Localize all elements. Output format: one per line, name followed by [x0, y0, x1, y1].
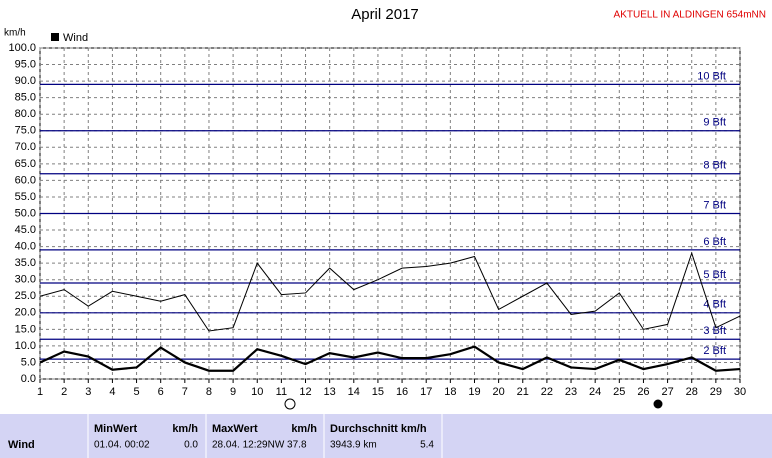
table-cell: 01.04. 00:02: [94, 440, 150, 451]
bft-label: 5 Bft: [703, 269, 726, 281]
x-tick-label: 28: [686, 386, 698, 398]
y-tick-label: 10.0: [15, 340, 36, 352]
bft-label: 3 Bft: [703, 325, 726, 337]
y-tick-label: 60.0: [15, 174, 36, 186]
x-tick-label: 7: [182, 386, 188, 398]
x-tick-label: 13: [324, 386, 336, 398]
x-tick-label: 25: [613, 386, 625, 398]
x-tick-label: 2: [61, 386, 67, 398]
table-header: Durchschnitt km/h: [330, 423, 427, 435]
table-cell: 3943.9 km: [330, 440, 377, 451]
table-bg: [0, 414, 772, 458]
moon-icon: [653, 399, 663, 409]
x-tick-label: 18: [444, 386, 456, 398]
legend-swatch: [51, 33, 59, 41]
bft-label: 2 Bft: [703, 345, 726, 357]
x-tick-label: 11: [276, 386, 287, 398]
y-tick-label: 65.0: [15, 158, 36, 170]
x-tick-label: 10: [251, 386, 263, 398]
bft-label: 7 Bft: [703, 199, 726, 211]
bft-label: 6 Bft: [703, 236, 726, 248]
bft-label: 8 Bft: [703, 160, 726, 172]
y-tick-label: 40.0: [15, 241, 36, 253]
x-tick-label: 12: [299, 386, 311, 398]
table-header: km/h: [172, 423, 198, 435]
y-tick-label: 75.0: [15, 125, 36, 137]
y-tick-label: 55.0: [15, 191, 36, 203]
y-tick-label: 20.0: [15, 307, 36, 319]
x-tick-label: 20: [492, 386, 504, 398]
table-cell: 5.4: [420, 440, 434, 451]
x-tick-label: 24: [589, 386, 601, 398]
x-tick-label: 8: [206, 386, 212, 398]
x-tick-label: 23: [565, 386, 577, 398]
stats-table: [0, 414, 772, 458]
x-tick-label: 21: [517, 386, 529, 398]
x-tick-label: 30: [734, 386, 746, 398]
x-tick-label: 26: [637, 386, 649, 398]
x-tick-label: 22: [541, 386, 553, 398]
chart-title: April 2017: [351, 6, 419, 23]
x-tick-label: 15: [372, 386, 384, 398]
y-tick-label: 70.0: [15, 141, 36, 153]
x-tick-label: 6: [158, 386, 164, 398]
x-tick-label: 5: [133, 386, 139, 398]
y-tick-label: 85.0: [15, 92, 36, 104]
bft-label: 10 Bft: [697, 70, 726, 82]
moon-icon: [284, 398, 296, 410]
y-tick-label: 95.0: [15, 58, 36, 70]
x-tick-label: 19: [468, 386, 480, 398]
legend-label: Wind: [63, 32, 88, 44]
y-tick-label: 80.0: [15, 108, 36, 120]
y-tick-label: 35.0: [15, 257, 36, 269]
y-tick-label: 45.0: [15, 224, 36, 236]
x-tick-label: 14: [348, 386, 360, 398]
y-tick-label: 50.0: [15, 207, 36, 219]
table-cell: Wind: [8, 439, 35, 451]
series-line: [39, 345, 741, 372]
y-tick-label: 30.0: [15, 274, 36, 286]
x-tick-label: 16: [396, 386, 408, 398]
bft-label: 9 Bft: [703, 117, 726, 129]
y-tick-label: 25.0: [15, 290, 36, 302]
table-header: MaxWert: [212, 423, 258, 435]
x-tick-label: 9: [230, 386, 236, 398]
x-tick-label: 17: [420, 386, 432, 398]
table-header: km/h: [291, 423, 317, 435]
y-tick-label: 90.0: [15, 75, 36, 87]
x-tick-label: 3: [85, 386, 91, 398]
table-cell: 28.04. 12:29NW 37.8: [212, 440, 307, 451]
station-label: AKTUELL IN ALDINGEN 654mNN: [614, 10, 766, 21]
x-tick-label: 1: [37, 386, 43, 398]
series-line: [39, 251, 741, 332]
x-tick-label: 27: [661, 386, 673, 398]
x-tick-label: 4: [109, 386, 115, 398]
y-axis-label: km/h: [4, 28, 26, 39]
y-tick-label: 15.0: [15, 323, 36, 335]
y-tick-label: 5.0: [21, 356, 36, 368]
table-header: MinWert: [94, 423, 138, 435]
x-tick-label: 29: [710, 386, 722, 398]
y-tick-label: 100.0: [8, 42, 36, 54]
y-tick-label: 0.0: [21, 373, 36, 385]
table-cell: 0.0: [184, 440, 198, 451]
